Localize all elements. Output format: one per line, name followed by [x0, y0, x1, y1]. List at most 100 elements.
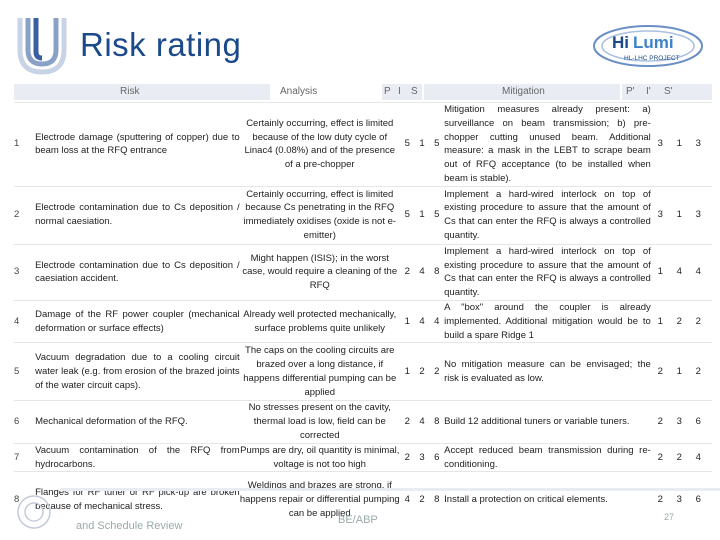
score-p: 2: [399, 400, 415, 444]
mitigation-text: Mitigation measures already present: a) …: [444, 102, 651, 187]
risk-analysis: Pumps are dry, oil quantity is minimal, …: [239, 442, 400, 472]
risk-description: Vacuum contamination of the RFQ from hyd…: [35, 442, 240, 472]
score-i-after: 1: [669, 342, 689, 401]
risk-description: Electrode contamination due to Cs deposi…: [35, 243, 240, 301]
score-p-after: 2: [650, 471, 670, 528]
table-row: 5 Vacuum degradation due to a cooling cir…: [14, 342, 712, 401]
score-p: 4: [399, 471, 415, 528]
risk-table: 1 Electrode damage (sputtering of copper)…: [14, 102, 712, 528]
score-p-after: 1: [650, 243, 670, 301]
score-i-after: 2: [669, 442, 689, 472]
score-p-after: 2: [650, 442, 670, 472]
risk-description: Mechanical deformation of the RFQ.: [35, 400, 240, 444]
table-row: 4 Damage of the RF power coupler (mechani…: [14, 299, 712, 343]
score-s: 8: [429, 243, 445, 301]
score-p: 2: [399, 442, 415, 472]
score-p-after: 3: [650, 102, 670, 187]
row-number: 7: [14, 442, 36, 472]
score-p: 1: [399, 342, 415, 401]
spacer: [707, 442, 712, 472]
header-i-label: I: [398, 86, 401, 97]
score-i: 2: [414, 342, 430, 401]
footer-group: BE/ABP: [338, 514, 378, 526]
score-s: 6: [429, 442, 445, 472]
u-logo-icon: [17, 18, 67, 75]
mitigation-text: Implement a hard-wired interlock on top …: [444, 243, 651, 301]
table-row: 2 Electrode contamination due to Cs depos…: [14, 185, 712, 245]
header-analysis: Analysis: [228, 84, 380, 100]
page-title: Risk rating: [80, 26, 242, 63]
risk-analysis: Weldings and brazes are strong, if happe…: [239, 471, 400, 528]
score-s: 4: [429, 299, 445, 343]
cern-logo-icon: [17, 495, 51, 529]
header-risk-label: Risk: [120, 86, 140, 97]
header-risk: Risk: [14, 84, 270, 100]
score-i: 3: [414, 442, 430, 472]
page-number: 27: [664, 512, 675, 522]
risk-analysis: Certainly occurring, effect is limited b…: [239, 185, 400, 245]
mitigation-text: Implement a hard-wired interlock on top …: [444, 185, 651, 245]
risk-description: Electrode damage (sputtering of copper) …: [35, 102, 240, 187]
spacer: [707, 342, 712, 401]
score-s-after: 4: [688, 243, 708, 301]
mitigation-text: Install a protection on critical element…: [444, 471, 651, 528]
header-mitigation-label: Mitigation: [502, 86, 545, 97]
footer-event: and Schedule Review: [76, 520, 183, 532]
score-i: 1: [414, 185, 430, 245]
score-p-after: 2: [650, 342, 670, 401]
row-number: 1: [14, 102, 36, 187]
row-number: 6: [14, 400, 36, 444]
risk-description: Flanges for RF tuner or RF pick-up are b…: [35, 471, 240, 528]
score-s-after: 2: [688, 299, 708, 343]
header-s2-label: S': [664, 86, 673, 97]
risk-analysis: No stresses present on the cavity, therm…: [239, 400, 400, 444]
spacer: [707, 471, 712, 528]
risk-description: Damage of the RF power coupler (mechanic…: [35, 299, 240, 343]
row-number: 3: [14, 243, 36, 301]
logo-main: Hi: [612, 33, 629, 52]
score-i: 4: [414, 243, 430, 301]
header-p-label: P: [384, 86, 391, 97]
score-s-after: 6: [688, 471, 708, 528]
risk-analysis: Already well protected mechanically, sur…: [239, 299, 400, 343]
mitigation-text: A "box" around the coupler is already im…: [444, 299, 651, 343]
score-i-after: 3: [669, 400, 689, 444]
header-s-label: S: [411, 86, 418, 97]
score-s-after: 3: [688, 102, 708, 187]
risk-analysis: Might happen (ISIS); in the worst case, …: [239, 243, 400, 301]
spacer: [707, 299, 712, 343]
score-i-after: 4: [669, 243, 689, 301]
logo-sub: HL-LHC PROJECT: [624, 55, 680, 62]
score-p: 2: [399, 243, 415, 301]
header-pis-after: P' I' S': [622, 84, 712, 100]
table-row: 1 Electrode damage (sputtering of copper)…: [14, 102, 712, 187]
score-i: 4: [414, 299, 430, 343]
score-s: 2: [429, 342, 445, 401]
score-s-after: 2: [688, 342, 708, 401]
risk-analysis: Certainly occurring, effect is limited b…: [239, 102, 400, 187]
footer-band: [60, 488, 720, 491]
score-p-after: 3: [650, 185, 670, 245]
score-s: 8: [429, 471, 445, 528]
score-p-after: 2: [650, 400, 670, 444]
header-i2-label: I': [646, 86, 651, 97]
score-s-after: 6: [688, 400, 708, 444]
spacer: [707, 102, 712, 187]
header-p2-label: P': [626, 86, 635, 97]
mitigation-text: No mitigation measure can be envisaged; …: [444, 342, 651, 401]
score-p: 1: [399, 299, 415, 343]
mitigation-text: Accept reduced beam transmission during …: [444, 442, 651, 472]
header-pis: P I S: [382, 84, 422, 100]
header-mitigation: Mitigation: [424, 84, 620, 100]
table-row: 3 Electrode contamination due to Cs depos…: [14, 243, 712, 301]
score-i-after: 1: [669, 185, 689, 245]
table-row: 7 Vacuum contamination of the RFQ from hy…: [14, 442, 712, 472]
spacer: [707, 400, 712, 444]
row-number: 2: [14, 185, 36, 245]
score-s-after: 3: [688, 185, 708, 245]
score-i: 2: [414, 471, 430, 528]
score-p: 5: [399, 185, 415, 245]
risk-description: Electrode contamination due to Cs deposi…: [35, 185, 240, 245]
score-s: 5: [429, 102, 445, 187]
score-s-after: 4: [688, 442, 708, 472]
